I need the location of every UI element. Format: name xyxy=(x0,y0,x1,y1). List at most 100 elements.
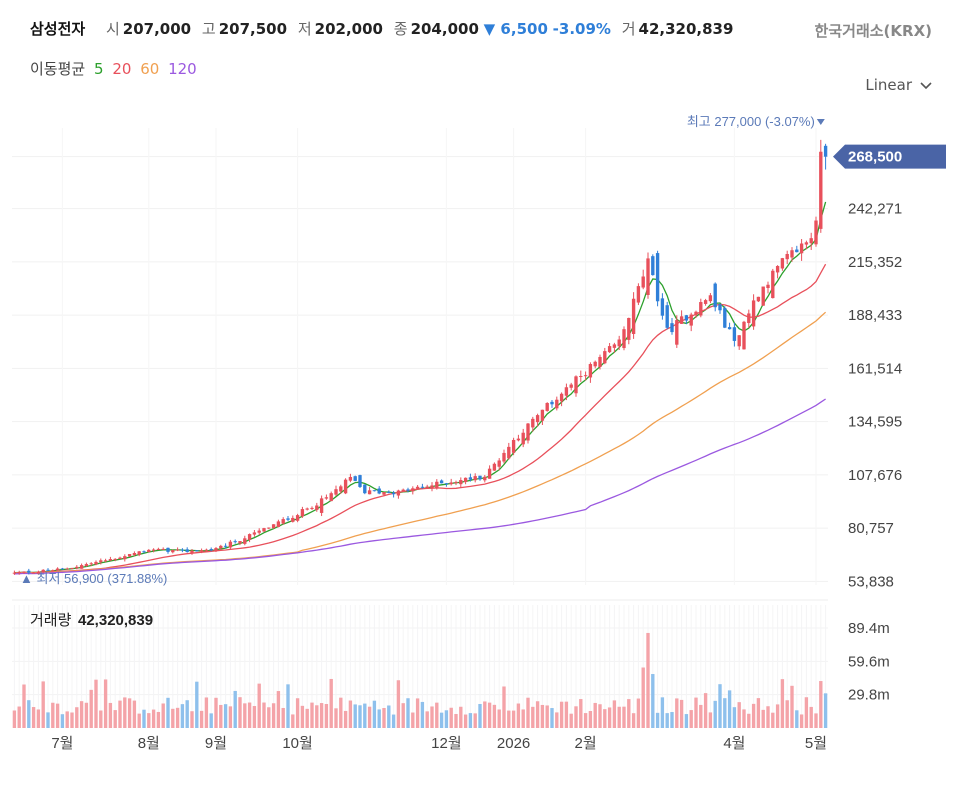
volume-bar xyxy=(540,704,545,728)
candle xyxy=(315,505,319,510)
volume-bar xyxy=(478,703,482,728)
ma-120-label[interactable]: 120 xyxy=(168,60,197,78)
candle xyxy=(161,548,165,550)
candle xyxy=(295,515,300,521)
volume-bar xyxy=(569,713,573,728)
volume-bar xyxy=(636,698,641,728)
volume-label: 거 xyxy=(621,20,636,38)
candle xyxy=(238,541,242,544)
change-value: ▼ 6,500 xyxy=(483,20,548,38)
volume-bar xyxy=(449,707,453,728)
volume-bar xyxy=(291,714,295,728)
open-value: 207,000 xyxy=(122,20,192,38)
candle xyxy=(526,423,530,441)
volume-bar xyxy=(281,707,285,728)
candle xyxy=(804,242,809,245)
volume-bar xyxy=(223,704,228,728)
ma-60-label[interactable]: 60 xyxy=(140,60,160,78)
volume-bar xyxy=(271,703,276,728)
candle xyxy=(353,476,357,481)
candle xyxy=(703,300,708,304)
candle xyxy=(607,346,612,353)
candle xyxy=(70,567,74,569)
volume-bar xyxy=(780,679,785,728)
low-value: 202,000 xyxy=(314,20,383,38)
candle xyxy=(550,401,554,405)
volume-bar xyxy=(17,706,21,728)
volume-bar xyxy=(161,703,165,728)
candle xyxy=(627,317,631,340)
candle xyxy=(583,375,588,377)
price-header: 삼성전자 시 207,000 고 207,500 저 202,000 종 204,000… xyxy=(30,18,733,39)
volume-bar xyxy=(382,708,386,728)
volume-bar xyxy=(435,702,439,728)
candle xyxy=(636,286,641,303)
change-pct: -3.09% xyxy=(552,20,611,38)
volume-tick-label: 89.4m xyxy=(848,620,890,637)
candle xyxy=(732,327,737,341)
volume-bar xyxy=(377,709,381,728)
candle xyxy=(454,482,458,484)
candle xyxy=(747,313,751,324)
candle xyxy=(51,570,55,572)
volume-bar xyxy=(319,703,324,728)
volume-bar xyxy=(531,706,535,728)
volume-bar xyxy=(123,697,127,728)
candle xyxy=(310,507,314,509)
candle xyxy=(612,344,617,348)
candle xyxy=(603,351,607,364)
candle xyxy=(190,550,194,554)
volume-bar xyxy=(353,704,357,728)
candle xyxy=(372,490,377,492)
candle xyxy=(459,480,463,485)
volume-bar xyxy=(756,698,761,728)
volume-bar xyxy=(670,712,674,728)
candle xyxy=(415,486,420,489)
volume-bar xyxy=(799,714,804,728)
candle xyxy=(195,550,199,552)
volume-bar xyxy=(31,707,36,728)
volume-bar xyxy=(185,700,189,728)
candle xyxy=(598,356,602,367)
volume-bar xyxy=(339,697,343,728)
ma-20-label[interactable]: 20 xyxy=(112,60,132,78)
candle xyxy=(343,479,348,494)
candle xyxy=(559,393,564,402)
x-tick-label: 2월 xyxy=(575,735,597,752)
volume-bar xyxy=(89,689,93,728)
volume-bar xyxy=(617,706,621,728)
candle xyxy=(166,547,170,552)
volume-bar xyxy=(660,697,665,728)
candle xyxy=(507,446,511,459)
candle xyxy=(41,569,45,573)
candle xyxy=(646,258,650,295)
volume-bar xyxy=(190,711,194,728)
volume-bar xyxy=(51,702,55,728)
candle xyxy=(243,538,247,544)
candle xyxy=(478,475,482,480)
max-annotation: 최고 277,000 (-3.07%) xyxy=(687,114,815,129)
candle xyxy=(391,492,396,495)
volume-bar xyxy=(204,697,209,728)
ma-5-label[interactable]: 5 xyxy=(93,60,104,78)
candle xyxy=(727,327,732,330)
candle xyxy=(267,527,271,529)
candle xyxy=(516,438,521,441)
candle xyxy=(60,568,65,570)
scale-dropdown[interactable]: Linear xyxy=(865,76,932,94)
candle xyxy=(771,270,775,299)
volume-bar xyxy=(209,713,213,728)
volume-bar xyxy=(363,703,367,728)
candle xyxy=(324,497,329,499)
candle xyxy=(660,298,665,316)
volume-bar xyxy=(622,706,626,728)
volume-bar xyxy=(257,683,261,728)
candle xyxy=(670,323,674,333)
volume-bar xyxy=(324,704,329,728)
candle xyxy=(708,295,713,302)
volume-bar xyxy=(166,697,170,728)
candle xyxy=(511,439,516,453)
candle xyxy=(185,549,189,552)
candle xyxy=(823,145,828,157)
